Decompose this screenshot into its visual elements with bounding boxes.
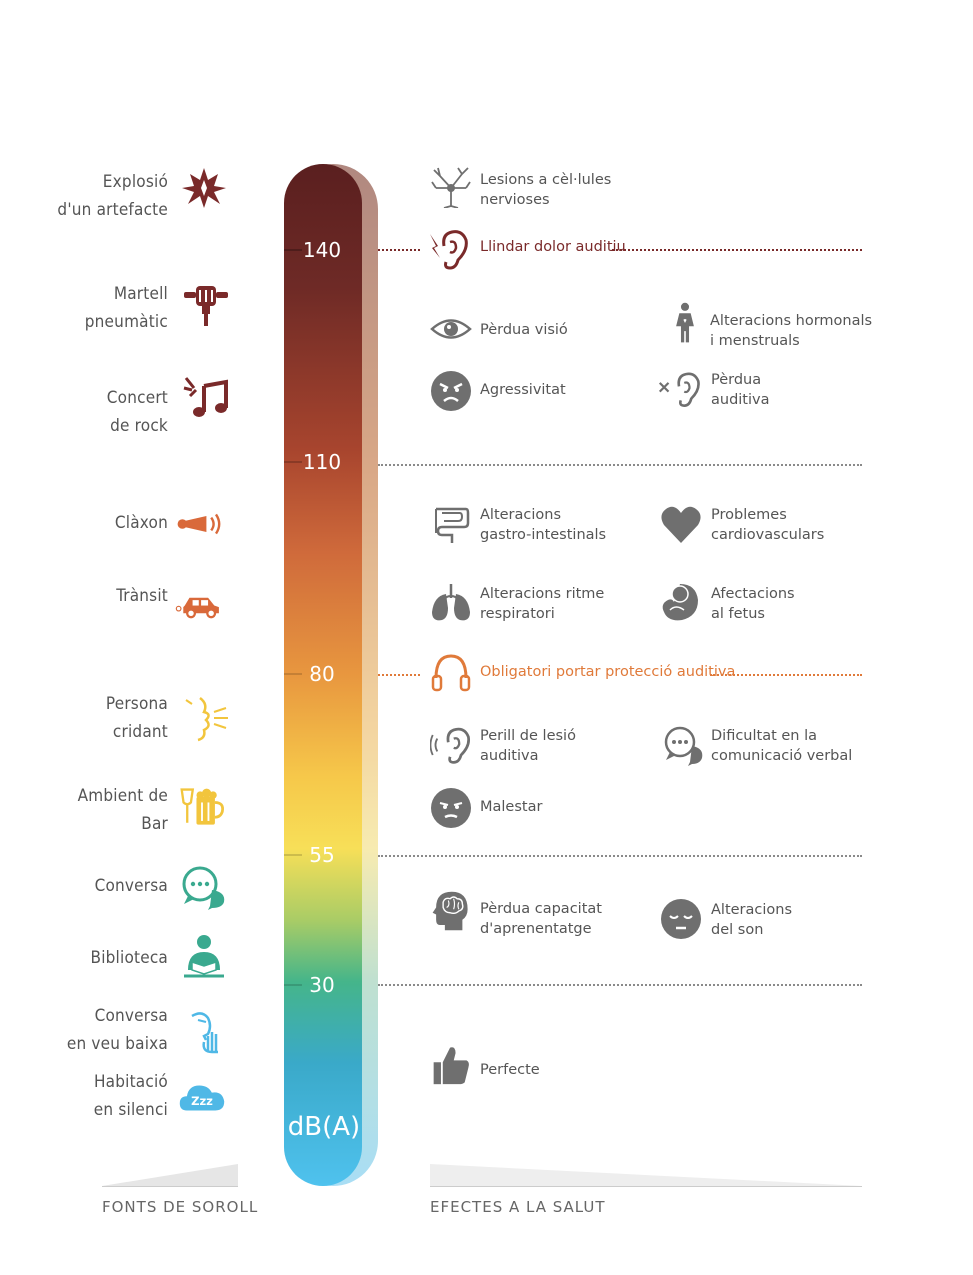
source-label: Clàxon xyxy=(114,513,168,533)
chat-bubbles-icon xyxy=(182,866,225,910)
horn-icon xyxy=(177,513,221,535)
source-label: Conversa en veu baixa xyxy=(66,1006,168,1054)
svg-text:Zzz: Zzz xyxy=(191,1094,213,1108)
car-icon xyxy=(175,597,219,619)
woman-icon xyxy=(676,302,694,343)
effect-label: Pèrdua visió xyxy=(480,322,568,338)
tick-mark xyxy=(284,673,302,675)
footer-right-wedge xyxy=(430,1164,862,1186)
footer-left-wedge xyxy=(102,1164,238,1186)
level-line-140-left xyxy=(378,249,420,251)
reading-person-icon xyxy=(184,935,224,978)
brain-head-icon xyxy=(432,891,468,931)
source-label: Trànsit xyxy=(116,586,168,606)
headphones-icon xyxy=(431,654,471,692)
source-label: Biblioteca xyxy=(90,948,168,968)
tick-80: 80 xyxy=(309,662,335,686)
effect-label: Alteracions hormonals i menstruals xyxy=(710,313,873,349)
tick-30: 30 xyxy=(309,973,335,997)
effect-label: Alteracions gastro-intestinals xyxy=(480,507,607,543)
tick-55: 55 xyxy=(309,843,335,867)
drinks-icon xyxy=(180,788,224,825)
level-line-110 xyxy=(378,464,862,466)
effect-label: Agressivitat xyxy=(480,382,566,398)
effect-label: Alteracions del son xyxy=(711,902,793,938)
angry-face-icon xyxy=(431,371,471,411)
tick-mark xyxy=(284,249,302,251)
level-line-80-right xyxy=(710,674,862,676)
shouting-face-icon xyxy=(185,697,228,742)
footer-left-rule xyxy=(102,1186,238,1187)
ear-sound-icon xyxy=(430,727,471,764)
source-label: Explosió d'un artefacte xyxy=(57,172,168,220)
sources-heading: FONTS DE SOROLL xyxy=(102,1198,259,1216)
effect-label: Dificultat en la comunicació verbal xyxy=(711,728,853,764)
tick-140: 140 xyxy=(302,238,342,262)
whisper-icon xyxy=(191,1012,218,1054)
eye-icon xyxy=(430,319,472,339)
lungs-icon xyxy=(432,584,470,621)
source-label: Concert de rock xyxy=(106,388,168,436)
effect-label: Alteracions ritme respiratori xyxy=(480,586,605,622)
level-line-140-right xyxy=(612,249,862,251)
thumbs-up-icon xyxy=(433,1047,469,1085)
scale-unit: dB(A) xyxy=(287,1112,361,1142)
effect-label: Malestar xyxy=(480,799,543,815)
pain-threshold-label: Llindar dolor auditiu xyxy=(480,239,626,255)
neuron-icon xyxy=(431,167,471,208)
effect-label: Problemes cardiovasculars xyxy=(711,507,825,543)
ear-cross-icon xyxy=(658,372,700,407)
sleepy-face-icon xyxy=(661,899,701,939)
explosion-icon xyxy=(182,168,226,208)
tick-110: 110 xyxy=(302,450,342,474)
effect-label: Pèrdua auditiva xyxy=(711,372,770,408)
level-line-80-left xyxy=(378,674,420,676)
effect-label: Perill de lesió auditiva xyxy=(480,728,576,764)
effects-heading: EFECTES A LA SALUT xyxy=(430,1198,606,1216)
tick-mark xyxy=(284,984,302,986)
music-notes-icon xyxy=(183,377,228,417)
level-line-30 xyxy=(378,984,862,986)
level-line-55 xyxy=(378,855,862,857)
source-label: Persona cridant xyxy=(105,694,168,742)
tick-mark xyxy=(284,461,302,463)
jackhammer-icon xyxy=(184,286,228,326)
decibel-scale-bar xyxy=(284,164,378,1186)
fetus-icon xyxy=(662,584,698,621)
effect-label: Pèrdua capacitat d'aprenentatge xyxy=(480,901,602,937)
effect-label: Afectacions al fetus xyxy=(711,586,795,622)
intestine-icon xyxy=(435,507,470,543)
effect-label: Perfecte xyxy=(480,1062,540,1078)
source-label: Martell pneumàtic xyxy=(84,284,168,332)
ear-pain-icon xyxy=(430,230,468,270)
heart-icon xyxy=(661,506,701,543)
footer-right-rule xyxy=(430,1186,862,1187)
source-label: Habitació en silenci xyxy=(93,1072,168,1120)
uneasy-face-icon xyxy=(431,788,471,828)
source-label: Ambient de Bar xyxy=(77,786,168,834)
tick-mark xyxy=(284,854,302,856)
source-label: Conversa xyxy=(94,876,168,896)
speech-bubbles-icon xyxy=(664,726,703,766)
sleep-cloud-icon: Zzz xyxy=(179,1085,225,1111)
effect-label: Lesions a cèl·lules nervioses xyxy=(480,172,612,208)
protection-threshold-label: Obligatori portar protecció auditiva xyxy=(480,664,736,680)
